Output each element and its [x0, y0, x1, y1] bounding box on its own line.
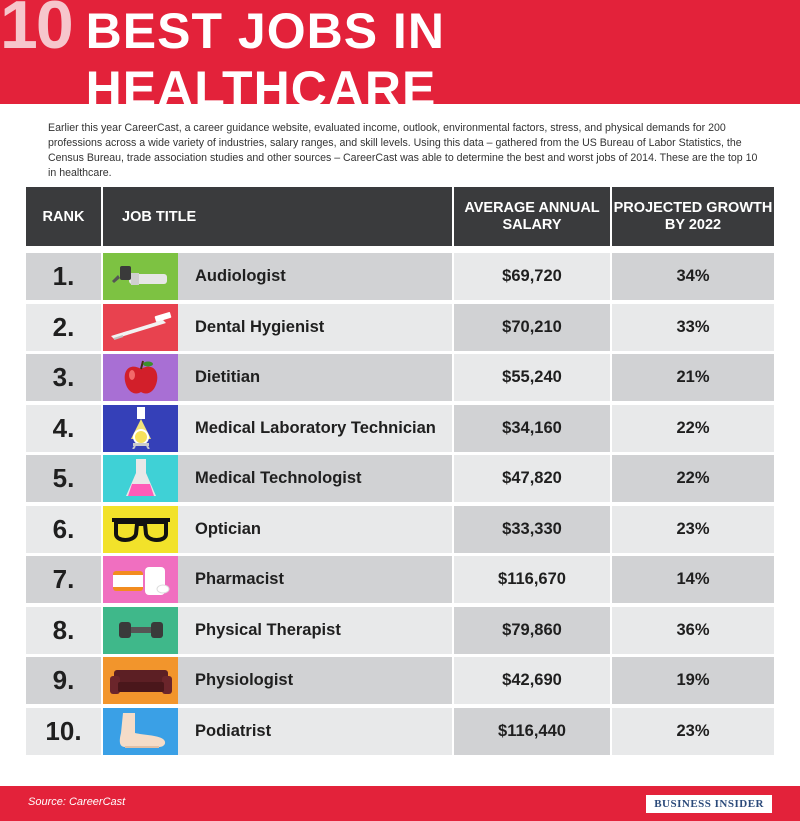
rank-cell: 6. — [26, 505, 101, 553]
rank-cell: 1. — [26, 253, 101, 300]
rank-cell: 2. — [26, 303, 101, 351]
table-row: 1. Audiologist $69,720 34% — [26, 253, 774, 300]
salary-cell: $47,820 — [454, 455, 610, 502]
table-row: 4. Medical Laboratory Technician $34,160 22… — [26, 404, 774, 452]
intro-paragraph: Earlier this year CareerCast, a career g… — [48, 122, 758, 179]
table-row: 10. Podiatrist $116,440 23% — [26, 707, 774, 755]
apple-icon — [121, 359, 161, 397]
job-icon-tile — [103, 707, 178, 755]
column-header-job-title: JOB TITLE — [103, 187, 452, 246]
table-row: 8. Physical Therapist $79,860 36% — [26, 606, 774, 654]
table-row: 9. Physiologist $42,690 19% — [26, 657, 774, 704]
column-header-salary: AVERAGE ANNUAL SALARY — [454, 187, 610, 246]
job-title-cell: Dietitian — [178, 354, 452, 401]
table-row: 5. Medical Technologist $47,820 22% — [26, 455, 774, 502]
job-icon-tile — [103, 404, 178, 452]
title-text: BEST JOBS IN HEALTHCARE — [85, 3, 445, 117]
column-header-rank: RANK — [26, 187, 101, 246]
job-icon-tile — [103, 505, 178, 553]
growth-cell: 22% — [612, 455, 774, 502]
job-icon-tile — [103, 455, 178, 502]
growth-cell: 23% — [612, 505, 774, 553]
page-title: 10 BEST JOBS IN HEALTHCARE — [0, 0, 800, 118]
footer-bar: Source: CareerCast BUSINESS INSIDER — [0, 786, 800, 821]
table-row: 2. Dental Hygienist $70,210 33% — [26, 303, 774, 351]
eyeglasses-icon — [110, 512, 172, 546]
job-title-cell: Physical Therapist — [178, 606, 452, 654]
salary-cell: $116,670 — [454, 556, 610, 603]
rank-cell: 5. — [26, 455, 101, 502]
jobs-table: 1. Audiologist $69,720 34% 2. Dental Hygienis… — [26, 253, 774, 758]
job-title-cell: Podiatrist — [178, 707, 452, 755]
rank-cell: 10. — [26, 707, 101, 755]
job-title-cell: Dental Hygienist — [178, 303, 452, 351]
salary-cell: $55,240 — [454, 354, 610, 401]
foot-icon — [113, 711, 169, 751]
job-icon-tile — [103, 657, 178, 704]
job-title-cell: Medical Technologist — [178, 455, 452, 502]
source-note: Source: CareerCast — [28, 796, 126, 808]
growth-cell: 36% — [612, 606, 774, 654]
table-row: 3. Dietitian $55,240 21% — [26, 354, 774, 401]
erlenmeyer-flask-icon — [123, 458, 159, 500]
rank-cell: 4. — [26, 404, 101, 452]
growth-cell: 14% — [612, 556, 774, 603]
pills-icon — [109, 563, 173, 597]
salary-cell: $42,690 — [454, 657, 610, 704]
title-banner: 10 BEST JOBS IN HEALTHCARE — [0, 0, 800, 117]
salary-cell: $69,720 — [454, 253, 610, 300]
dumbbell-icon — [116, 615, 166, 645]
growth-cell: 22% — [612, 404, 774, 452]
rank-cell: 8. — [26, 606, 101, 654]
rank-cell: 3. — [26, 354, 101, 401]
rank-cell: 7. — [26, 556, 101, 603]
rank-cell: 9. — [26, 657, 101, 704]
growth-cell: 19% — [612, 657, 774, 704]
job-icon-tile — [103, 303, 178, 351]
table-row: 6. Optician $33,330 23% — [26, 505, 774, 553]
salary-cell: $34,160 — [454, 404, 610, 452]
table-row: 7. Pharmacist $116,670 14% — [26, 556, 774, 603]
growth-cell: 21% — [612, 354, 774, 401]
job-icon-tile — [103, 556, 178, 603]
growth-cell: 33% — [612, 303, 774, 351]
growth-cell: 23% — [612, 707, 774, 755]
job-title-cell: Pharmacist — [178, 556, 452, 603]
salary-cell: $116,440 — [454, 707, 610, 755]
job-title-cell: Audiologist — [178, 253, 452, 300]
salary-cell: $70,210 — [454, 303, 610, 351]
job-title-cell: Physiologist — [178, 657, 452, 704]
toothbrush-icon — [109, 310, 173, 344]
salary-cell: $33,330 — [454, 505, 610, 553]
job-title-cell: Optician — [178, 505, 452, 553]
salary-cell: $79,860 — [454, 606, 610, 654]
job-title-cell: Medical Laboratory Technician — [178, 404, 452, 452]
job-icon-tile — [103, 253, 178, 300]
column-header-growth: PROJECTED GROWTH BY 2022 — [612, 187, 774, 246]
growth-cell: 34% — [612, 253, 774, 300]
job-icon-tile — [103, 606, 178, 654]
job-icon-tile — [103, 354, 178, 401]
title-number: 10 — [0, 0, 74, 63]
lab-flask-icon — [119, 407, 163, 449]
couch-icon — [108, 664, 174, 698]
otoscope-icon — [111, 260, 171, 294]
business-insider-logo: BUSINESS INSIDER — [646, 795, 772, 813]
